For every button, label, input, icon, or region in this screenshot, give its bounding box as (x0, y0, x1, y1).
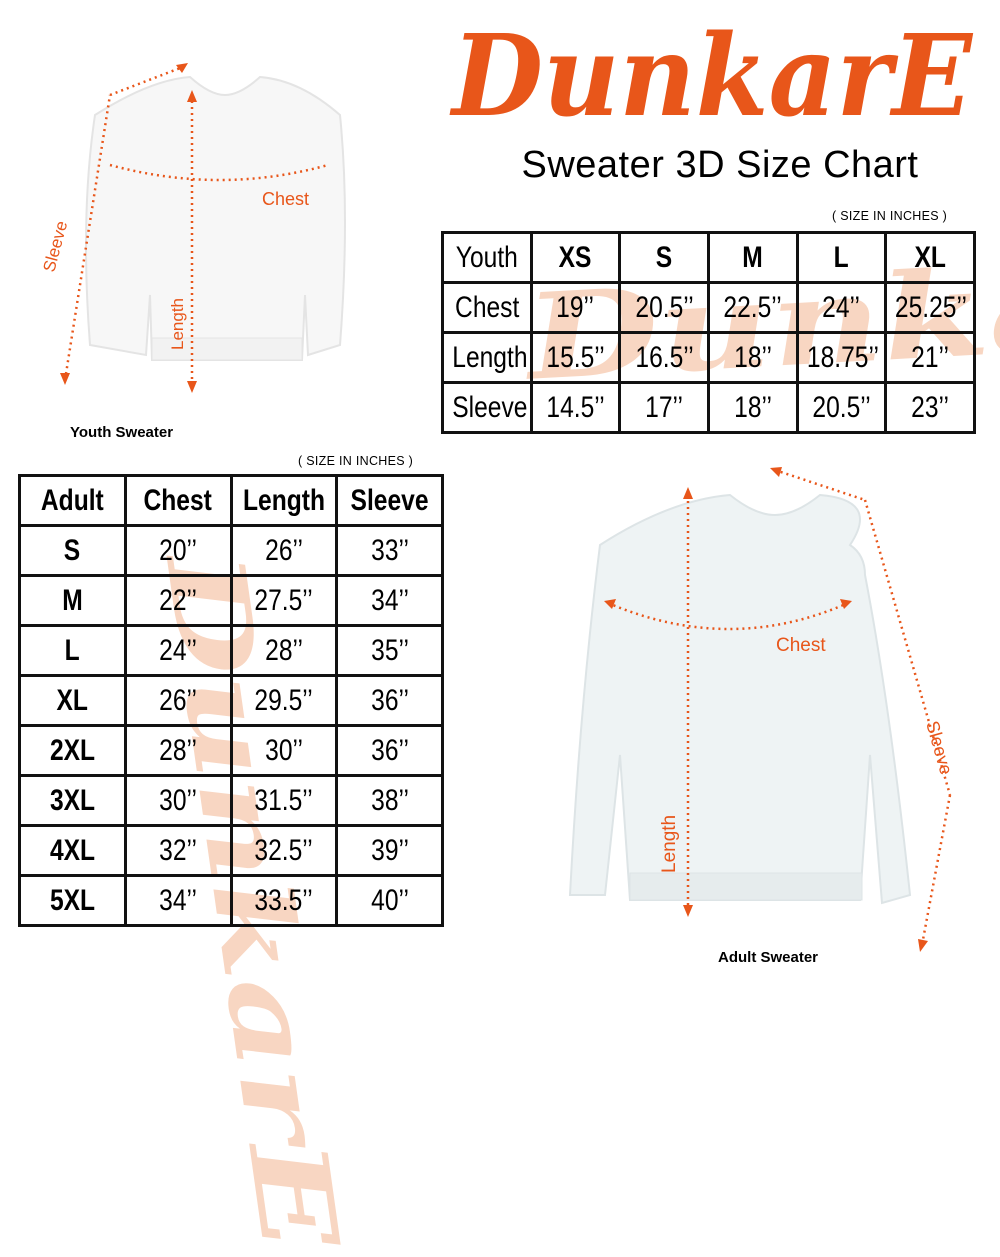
youth-length-label: Length (168, 298, 187, 350)
youth-sweater-shape (85, 75, 346, 361)
header-cell: Adult (18, 474, 127, 527)
table-cell: 28’’ (229, 624, 339, 677)
row-label: 4XL (18, 824, 127, 877)
table-cell: 26’’ (229, 524, 339, 577)
table-cell: 30’’ (123, 774, 233, 827)
table-cell: 28’’ (123, 724, 233, 777)
header-cell: Chest (123, 474, 233, 527)
header-cell: Sleeve (335, 474, 444, 527)
table-cell: 26’’ (123, 674, 233, 727)
table-cell: 40’’ (335, 874, 444, 927)
table-row: M 22’’ 27.5’’ 34’’ (18, 574, 444, 627)
table-row: Sleeve 14.5’’ 17’’ 18’’ 20.5’’ 23’’ (441, 381, 976, 434)
table-cell: 17’’ (618, 381, 710, 434)
table-cell: 31.5’’ (229, 774, 339, 827)
header-cell: L (795, 231, 888, 284)
table-cell: 33.5’’ (229, 874, 339, 927)
row-label: Sleeve (441, 381, 533, 434)
brand-logo-text: DunkarE (449, 11, 973, 142)
table-row: 5XL 34’’ 33.5’’ 40’’ (18, 874, 444, 927)
row-label: L (18, 624, 127, 677)
youth-caption: Youth Sweater (70, 424, 174, 441)
table-cell: 38’’ (335, 774, 444, 827)
row-label: S (18, 524, 127, 577)
adult-size-table: Adult Chest Length Sleeve S 20’’ 26’’ 33’’ M… (18, 474, 444, 927)
row-label: XL (18, 674, 127, 727)
row-label: 3XL (18, 774, 127, 827)
youth-sleeve-label: Sleeve (40, 219, 71, 274)
row-label: Length (441, 331, 533, 384)
youth-size-table: Youth XS S M L XL Chest 19’’ 20.5’’ 22.5… (441, 231, 976, 434)
adult-sleeve-label: Sleeve (922, 719, 956, 777)
table-cell: 18’’ (706, 331, 799, 384)
header-cell: M (706, 231, 799, 284)
table-cell: 14.5’’ (529, 381, 622, 434)
row-label: Chest (441, 281, 533, 334)
youth-sweater-diagram: Chest Length Sleeve (40, 63, 346, 393)
table-cell: 34’’ (335, 574, 444, 627)
row-label: 5XL (18, 874, 127, 927)
table-cell: 25.25’’ (884, 281, 976, 334)
header-cell: S (618, 231, 710, 284)
table-cell: 35’’ (335, 624, 444, 677)
table-cell: 23’’ (884, 381, 976, 434)
table-cell: 19’’ (529, 281, 622, 334)
header-cell: XS (529, 231, 622, 284)
header-cell: Length (229, 474, 339, 527)
table-row: 4XL 32’’ 32.5’’ 39’’ (18, 824, 444, 877)
row-label: 2XL (18, 724, 127, 777)
table-cell: 18’’ (706, 381, 799, 434)
header-cell: Youth (441, 231, 533, 284)
table-cell: 30’’ (229, 724, 339, 777)
table-row: Chest 19’’ 20.5’’ 22.5’’ 24’’ 25.25’’ (441, 281, 976, 334)
table-row: 3XL 30’’ 31.5’’ 38’’ (18, 774, 444, 827)
table-cell: 24’’ (795, 281, 888, 334)
table-cell: 24’’ (123, 624, 233, 677)
row-label: M (18, 574, 127, 627)
table-cell: 32’’ (123, 824, 233, 877)
table-row: S 20’’ 26’’ 33’’ (18, 524, 444, 577)
table-cell: 27.5’’ (229, 574, 339, 627)
table-cell: 33’’ (335, 524, 444, 577)
table-cell: 39’’ (335, 824, 444, 877)
table-header-row: Youth XS S M L XL (441, 231, 976, 284)
youth-chest-label: Chest (262, 189, 309, 209)
page-title: Sweater 3D Size Chart (521, 144, 919, 186)
youth-sweater-hem (151, 337, 303, 361)
table-row: Length 15.5’’ 16.5’’ 18’’ 18.75’’ 21’’ (441, 331, 976, 384)
table-cell: 20.5’’ (618, 281, 710, 334)
table-cell: 32.5’’ (229, 824, 339, 877)
table-cell: 34’’ (123, 874, 233, 927)
table-cell: 16.5’’ (618, 331, 710, 384)
youth-units-note: ( SIZE IN INCHES ) (832, 209, 948, 223)
table-cell: 21’’ (884, 331, 976, 384)
adult-caption: Adult Sweater (718, 949, 819, 966)
brand-logo: DunkarE (449, 11, 973, 142)
adult-chest-label: Chest (776, 635, 826, 656)
adult-sweater-diagram: Chest Length Sleeve (568, 467, 957, 952)
header-cell: XL (884, 231, 976, 284)
table-cell: 18.75’’ (795, 331, 888, 384)
table-row: 2XL 28’’ 30’’ 36’’ (18, 724, 444, 777)
table-cell: 20.5’’ (795, 381, 888, 434)
table-row: XL 26’’ 29.5’’ 36’’ (18, 674, 444, 727)
table-cell: 15.5’’ (529, 331, 622, 384)
table-cell: 36’’ (335, 724, 444, 777)
table-cell: 20’’ (123, 524, 233, 577)
adult-sweater-shape (568, 493, 912, 905)
table-cell: 22’’ (123, 574, 233, 627)
table-row: L 24’’ 28’’ 35’’ (18, 624, 444, 677)
adult-length-label: Length (659, 815, 680, 873)
table-cell: 22.5’’ (706, 281, 799, 334)
adult-units-note: ( SIZE IN INCHES ) (298, 454, 414, 468)
table-header-row: Adult Chest Length Sleeve (18, 474, 444, 527)
adult-sweater-hem (629, 872, 863, 901)
table-cell: 29.5’’ (229, 674, 339, 727)
table-cell: 36’’ (335, 674, 444, 727)
